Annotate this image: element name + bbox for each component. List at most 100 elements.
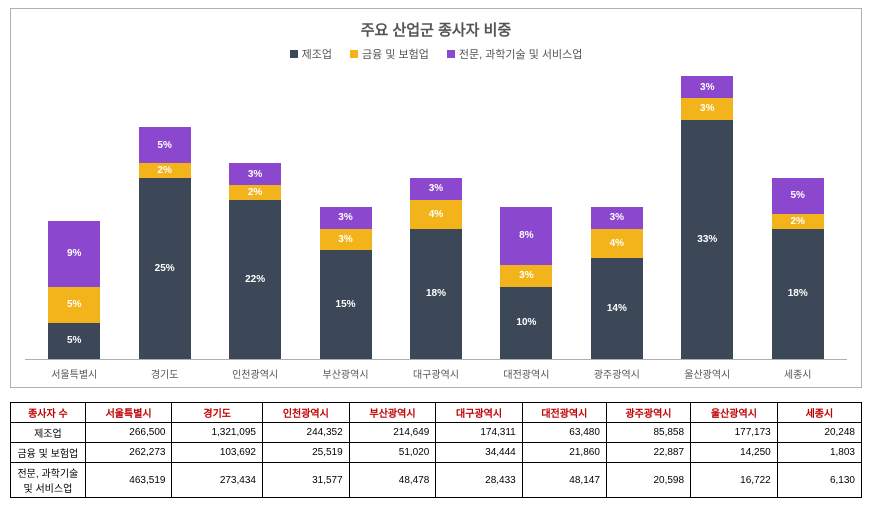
bar-group: 25%2%5% <box>119 70 209 359</box>
x-axis-label: 광주광역시 <box>572 366 662 381</box>
chart-legend: 제조업 금융 및 보험업 전문, 과학기술 및 서비스업 <box>25 46 847 62</box>
chart-container: 주요 산업군 종사자 비중 제조업금융 및 보험업전문, 과학기술 및 서비스업… <box>10 8 862 388</box>
legend-item: 전문, 과학기술 및 서비스업 <box>447 46 583 62</box>
bar-stack: 25%2%5% <box>139 127 191 359</box>
table-row: 제조업266,5001,321,095244,352214,649174,311… <box>11 423 862 443</box>
table-row-label: 전문, 과학기술 및 서비스업 <box>11 463 86 498</box>
bar-group: 33%3%3% <box>662 70 752 359</box>
table-cell: 20,598 <box>606 463 690 498</box>
table-row-label: 제조업 <box>11 423 86 443</box>
table-cell: 63,480 <box>522 423 606 443</box>
table-row-label: 금융 및 보험업 <box>11 443 86 463</box>
x-axis-label: 인천광역시 <box>210 366 300 381</box>
bar-segment: 3% <box>229 163 281 185</box>
table-column-header: 서울특별시 <box>85 403 172 423</box>
bar-stack: 22%2%3% <box>229 163 281 359</box>
table-cell: 103,692 <box>172 443 263 463</box>
x-axis-label: 부산광역시 <box>300 366 390 381</box>
bar-stack: 10%3%8% <box>500 207 552 359</box>
bar-stack: 33%3%3% <box>681 76 733 359</box>
bar-segment: 5% <box>48 323 100 359</box>
x-axis-label: 대전광역시 <box>481 366 571 381</box>
bar-group: 22%2%3% <box>210 70 300 359</box>
bar-segment: 33% <box>681 120 733 359</box>
bar-segment: 15% <box>320 250 372 359</box>
x-axis-label: 서울특별시 <box>29 366 119 381</box>
bar-stack: 5%5%9% <box>48 221 100 359</box>
bar-segment: 22% <box>229 200 281 360</box>
table-cell: 20,248 <box>777 423 861 443</box>
table-column-header: 대구광역시 <box>436 403 522 423</box>
bar-segment: 2% <box>229 185 281 200</box>
bar-stack: 18%4%3% <box>410 178 462 359</box>
table-header-row: 종사자 수서울특별시경기도인천광역시부산광역시대구광역시대전광역시광주광역시울산… <box>11 403 862 423</box>
table-cell: 14,250 <box>691 443 778 463</box>
bar-segment: 5% <box>48 287 100 323</box>
table-cell: 34,444 <box>436 443 522 463</box>
bar-group: 18%4%3% <box>391 70 481 359</box>
table-cell: 85,858 <box>606 423 690 443</box>
bar-stack: 14%4%3% <box>591 207 643 359</box>
bar-segment: 3% <box>500 265 552 287</box>
chart-x-axis: 서울특별시경기도인천광역시부산광역시대구광역시대전광역시광주광역시울산광역시세종… <box>25 360 847 381</box>
table-column-header: 경기도 <box>172 403 263 423</box>
table-row: 전문, 과학기술 및 서비스업463,519273,43431,57748,47… <box>11 463 862 498</box>
bar-segment: 2% <box>139 163 191 178</box>
table-column-header: 세종시 <box>777 403 861 423</box>
table-cell: 1,803 <box>777 443 861 463</box>
data-table: 종사자 수서울특별시경기도인천광역시부산광역시대구광역시대전광역시광주광역시울산… <box>10 402 862 498</box>
table-column-header: 인천광역시 <box>262 403 349 423</box>
table-cell: 177,173 <box>691 423 778 443</box>
bar-stack: 15%3%3% <box>320 207 372 359</box>
bar-group: 15%3%3% <box>300 70 390 359</box>
table-cell: 16,722 <box>691 463 778 498</box>
bar-segment: 3% <box>681 76 733 98</box>
bar-segment: 4% <box>410 200 462 229</box>
bar-segment: 8% <box>500 207 552 265</box>
bar-segment: 14% <box>591 258 643 360</box>
legend-label: 금융 및 보험업 <box>362 46 429 62</box>
legend-swatch <box>447 50 455 58</box>
bar-segment: 3% <box>320 207 372 229</box>
table-cell: 28,433 <box>436 463 522 498</box>
bar-group: 10%3%8% <box>481 70 571 359</box>
table-column-header: 울산광역시 <box>691 403 778 423</box>
table-cell: 48,147 <box>522 463 606 498</box>
table-row: 금융 및 보험업262,273103,69225,51951,02034,444… <box>11 443 862 463</box>
bar-segment: 3% <box>681 98 733 120</box>
bar-segment: 25% <box>139 178 191 359</box>
bar-segment: 18% <box>772 229 824 360</box>
table-cell: 25,519 <box>262 443 349 463</box>
bar-segment: 10% <box>500 287 552 360</box>
table-cell: 174,311 <box>436 423 522 443</box>
legend-label: 제조업 <box>302 46 332 62</box>
table-column-header: 대전광역시 <box>522 403 606 423</box>
bar-segment: 3% <box>591 207 643 229</box>
table-column-header: 광주광역시 <box>606 403 690 423</box>
bar-group: 5%5%9% <box>29 70 119 359</box>
table-cell: 22,887 <box>606 443 690 463</box>
table-column-header: 부산광역시 <box>349 403 436 423</box>
table-cell: 266,500 <box>85 423 172 443</box>
bar-group: 14%4%3% <box>572 70 662 359</box>
bar-segment: 18% <box>410 229 462 360</box>
x-axis-label: 세종시 <box>753 366 843 381</box>
table-corner-header: 종사자 수 <box>11 403 86 423</box>
table-cell: 51,020 <box>349 443 436 463</box>
legend-item: 제조업 <box>290 46 332 62</box>
table-cell: 214,649 <box>349 423 436 443</box>
table-cell: 6,130 <box>777 463 861 498</box>
table-cell: 463,519 <box>85 463 172 498</box>
bar-segment: 2% <box>772 214 824 229</box>
bar-segment: 5% <box>139 127 191 163</box>
bar-segment: 4% <box>591 229 643 258</box>
chart-plot-area: 5%5%9%25%2%5%22%2%3%15%3%3%18%4%3%10%3%8… <box>25 70 847 360</box>
bar-segment: 3% <box>410 178 462 200</box>
table-cell: 262,273 <box>85 443 172 463</box>
table-cell: 244,352 <box>262 423 349 443</box>
table-cell: 21,860 <box>522 443 606 463</box>
bar-group: 18%2%5% <box>753 70 843 359</box>
table-cell: 1,321,095 <box>172 423 263 443</box>
bar-stack: 18%2%5% <box>772 178 824 359</box>
legend-swatch <box>350 50 358 58</box>
